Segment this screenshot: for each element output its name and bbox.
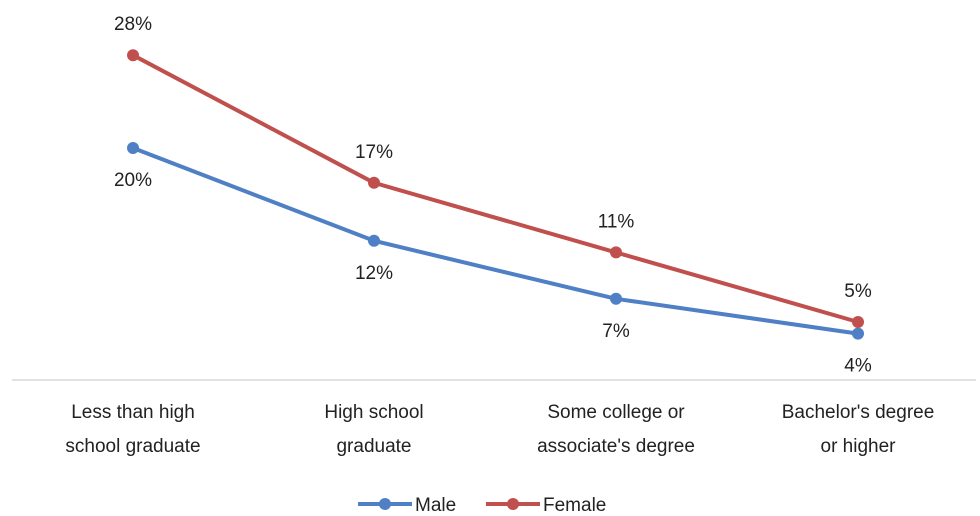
data-label-female: 11% bbox=[598, 211, 635, 232]
data-label-female: 5% bbox=[844, 281, 872, 302]
legend-label-female: Female bbox=[543, 495, 606, 516]
data-point-female bbox=[852, 316, 864, 328]
x-tick-label: or higher bbox=[821, 436, 897, 457]
x-tick-label: Less than high bbox=[71, 402, 195, 423]
data-label-male: 12% bbox=[355, 263, 393, 284]
series-line-male bbox=[133, 148, 858, 334]
data-label-male: 4% bbox=[844, 356, 872, 377]
data-point-male bbox=[127, 142, 139, 154]
x-tick-label: Bachelor's degree bbox=[782, 402, 935, 423]
legend-marker-male bbox=[379, 498, 391, 510]
data-point-female bbox=[368, 177, 380, 189]
data-label-female: 17% bbox=[355, 142, 393, 163]
legend-label-male: Male bbox=[415, 495, 456, 516]
x-tick-label: associate's degree bbox=[537, 436, 695, 457]
data-point-female bbox=[610, 246, 622, 258]
data-point-male bbox=[368, 235, 380, 247]
x-tick-label: school graduate bbox=[65, 436, 200, 457]
legend-marker-female bbox=[507, 498, 519, 510]
data-point-male bbox=[852, 328, 864, 340]
data-label-male: 7% bbox=[602, 321, 630, 342]
x-tick-label: Some college or bbox=[547, 402, 685, 423]
data-point-male bbox=[610, 293, 622, 305]
x-tick-label: High school bbox=[324, 402, 423, 423]
data-label-female: 28% bbox=[114, 14, 152, 35]
x-tick-label: graduate bbox=[336, 436, 411, 457]
legend: Male Female bbox=[358, 495, 606, 516]
data-label-male: 20% bbox=[114, 170, 152, 191]
data-point-female bbox=[127, 49, 139, 61]
